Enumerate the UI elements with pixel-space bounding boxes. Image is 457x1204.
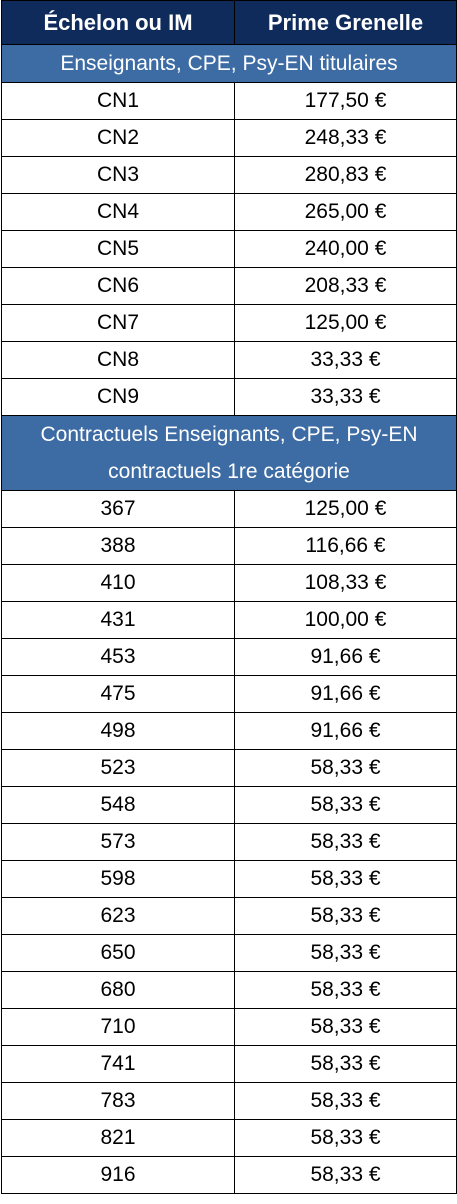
- prime-cell: 100,00 €: [234, 601, 457, 639]
- echelon-cell: 498: [1, 712, 235, 750]
- data-row: 916 58,33 €: [1, 1156, 457, 1194]
- echelon-cell: 431: [1, 601, 235, 639]
- echelon-cell: 623: [1, 897, 235, 935]
- prime-cell: 58,33 €: [234, 786, 457, 824]
- data-row: 598 58,33 €: [1, 860, 457, 898]
- prime-cell: 33,33 €: [234, 341, 457, 379]
- echelon-cell: 821: [1, 1119, 235, 1157]
- echelon-cell: CN1: [1, 82, 235, 120]
- echelon-cell: 650: [1, 934, 235, 972]
- prime-cell: 58,33 €: [234, 897, 457, 935]
- echelon-cell: 453: [1, 638, 235, 676]
- data-row: 548 58,33 €: [1, 786, 457, 824]
- data-row: 680 58,33 €: [1, 971, 457, 1009]
- data-row: CN4 265,00 €: [1, 193, 457, 231]
- prime-cell: 91,66 €: [234, 712, 457, 750]
- data-row: 710 58,33 €: [1, 1008, 457, 1046]
- echelon-cell: CN6: [1, 267, 235, 305]
- echelon-cell: CN4: [1, 193, 235, 231]
- echelon-cell: 548: [1, 786, 235, 824]
- data-row: 498 91,66 €: [1, 712, 457, 750]
- echelon-cell: 916: [1, 1156, 235, 1194]
- echelon-cell: 710: [1, 1008, 235, 1046]
- prime-cell: 58,33 €: [234, 823, 457, 861]
- echelon-cell: 410: [1, 564, 235, 602]
- echelon-cell: CN5: [1, 230, 235, 268]
- echelon-cell: 367: [1, 490, 235, 528]
- data-row: CN2 248,33 €: [1, 119, 457, 157]
- prime-cell: 58,33 €: [234, 971, 457, 1009]
- header-row: Échelon ou IM Prime Grenelle: [1, 0, 457, 45]
- data-row: 453 91,66 €: [1, 638, 457, 676]
- data-row: CN5 240,00 €: [1, 230, 457, 268]
- section-title: Contractuels Enseignants, CPE, Psy-EN co…: [1, 415, 457, 491]
- echelon-cell: 680: [1, 971, 235, 1009]
- data-row: CN3 280,83 €: [1, 156, 457, 194]
- data-row: 475 91,66 €: [1, 675, 457, 713]
- echelon-cell: 598: [1, 860, 235, 898]
- prime-cell: 91,66 €: [234, 675, 457, 713]
- data-row: 431 100,00 €: [1, 601, 457, 639]
- echelon-cell: CN8: [1, 341, 235, 379]
- echelon-cell: 475: [1, 675, 235, 713]
- prime-cell: 240,00 €: [234, 230, 457, 268]
- data-row: 388 116,66 €: [1, 527, 457, 565]
- prime-cell: 265,00 €: [234, 193, 457, 231]
- echelon-cell: CN9: [1, 378, 235, 416]
- prime-cell: 58,33 €: [234, 1008, 457, 1046]
- echelon-cell: 783: [1, 1082, 235, 1120]
- header-cell: Prime Grenelle: [234, 0, 457, 45]
- data-row: 623 58,33 €: [1, 897, 457, 935]
- prime-cell: 58,33 €: [234, 1119, 457, 1157]
- prime-cell: 208,33 €: [234, 267, 457, 305]
- prime-cell: 58,33 €: [234, 1045, 457, 1083]
- data-row: 367 125,00 €: [1, 490, 457, 528]
- prime-cell: 58,33 €: [234, 1156, 457, 1194]
- prime-cell: 125,00 €: [234, 490, 457, 528]
- echelon-cell: CN7: [1, 304, 235, 342]
- header-cell: Échelon ou IM: [1, 0, 235, 45]
- data-row: 573 58,33 €: [1, 823, 457, 861]
- echelon-cell: 388: [1, 527, 235, 565]
- echelon-cell: CN3: [1, 156, 235, 194]
- prime-cell: 108,33 €: [234, 564, 457, 602]
- prime-cell: 248,33 €: [234, 119, 457, 157]
- prime-cell: 91,66 €: [234, 638, 457, 676]
- prime-cell: 58,33 €: [234, 860, 457, 898]
- section-title: Enseignants, CPE, Psy-EN titulaires: [1, 44, 457, 83]
- prime-cell: 33,33 €: [234, 378, 457, 416]
- data-row: 523 58,33 €: [1, 749, 457, 787]
- echelon-cell: 741: [1, 1045, 235, 1083]
- echelon-cell: CN2: [1, 119, 235, 157]
- prime-cell: 116,66 €: [234, 527, 457, 565]
- data-row: 783 58,33 €: [1, 1082, 457, 1120]
- echelon-cell: 523: [1, 749, 235, 787]
- data-row: CN9 33,33 €: [1, 378, 457, 416]
- data-row: CN1 177,50 €: [1, 82, 457, 120]
- prime-cell: 58,33 €: [234, 1082, 457, 1120]
- prime-cell: 177,50 €: [234, 82, 457, 120]
- data-row: 410 108,33 €: [1, 564, 457, 602]
- echelon-cell: 573: [1, 823, 235, 861]
- data-row: 650 58,33 €: [1, 934, 457, 972]
- prime-cell: 58,33 €: [234, 934, 457, 972]
- data-row: CN7 125,00 €: [1, 304, 457, 342]
- prime-cell: 125,00 €: [234, 304, 457, 342]
- section-row: Enseignants, CPE, Psy-EN titulaires: [1, 44, 457, 83]
- data-row: 741 58,33 €: [1, 1045, 457, 1083]
- prime-cell: 280,83 €: [234, 156, 457, 194]
- section-row: Contractuels Enseignants, CPE, Psy-EN co…: [1, 415, 457, 491]
- data-row: 821 58,33 €: [1, 1119, 457, 1157]
- data-row: CN6 208,33 €: [1, 267, 457, 305]
- prime-cell: 58,33 €: [234, 749, 457, 787]
- data-row: CN8 33,33 €: [1, 341, 457, 379]
